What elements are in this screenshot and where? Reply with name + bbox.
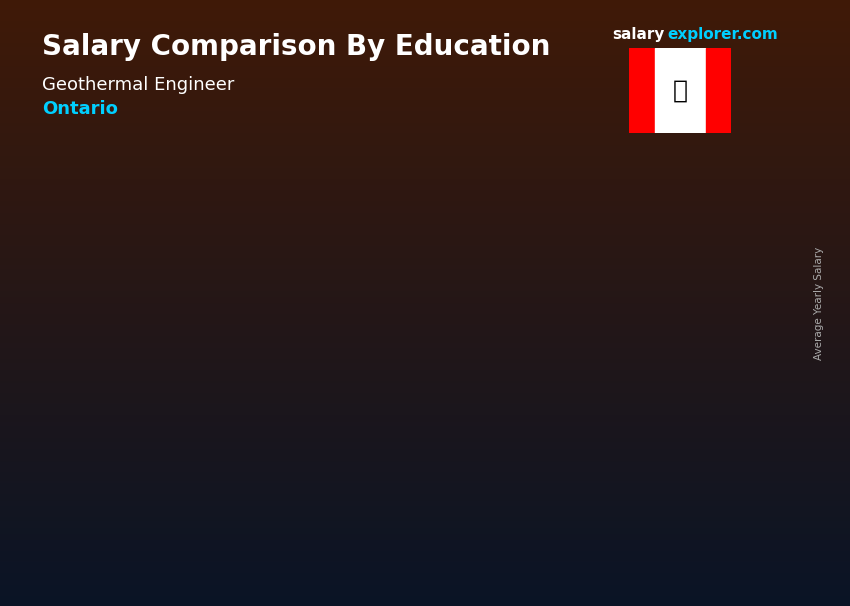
Bar xyxy=(226,369,299,497)
Text: 119,000 CAD: 119,000 CAD xyxy=(321,319,394,329)
Bar xyxy=(359,334,431,341)
Polygon shape xyxy=(706,48,731,133)
Bar xyxy=(564,249,572,497)
Text: 215,000 CAD: 215,000 CAD xyxy=(586,188,659,198)
Bar xyxy=(226,369,299,374)
Bar xyxy=(299,369,308,497)
Bar xyxy=(695,202,705,497)
Text: High
School: High School xyxy=(105,522,156,550)
Bar xyxy=(623,202,695,497)
Bar xyxy=(623,202,695,214)
Text: +19%: +19% xyxy=(562,151,611,165)
Text: salary: salary xyxy=(612,27,665,42)
Text: 78,500 CAD: 78,500 CAD xyxy=(60,375,127,385)
Text: Ontario: Ontario xyxy=(42,100,118,118)
Text: explorer.com: explorer.com xyxy=(667,27,778,42)
Text: Certificate
or Diploma: Certificate or Diploma xyxy=(221,522,303,550)
Bar xyxy=(490,249,564,259)
Text: Salary Comparison By Education: Salary Comparison By Education xyxy=(42,33,551,61)
Bar xyxy=(359,334,431,497)
Text: 93,300 CAD: 93,300 CAD xyxy=(193,355,258,364)
Text: +53%: +53% xyxy=(429,185,479,200)
Polygon shape xyxy=(654,48,706,133)
Text: Bachelor's
Degree: Bachelor's Degree xyxy=(356,522,434,550)
Text: 181,000 CAD: 181,000 CAD xyxy=(454,234,526,244)
Text: Average Yearly Salary: Average Yearly Salary xyxy=(814,247,824,359)
Bar xyxy=(167,390,175,497)
Text: +19%: +19% xyxy=(165,318,214,333)
Bar xyxy=(94,390,167,394)
Text: Geothermal Engineer: Geothermal Engineer xyxy=(42,76,235,94)
Text: 🍁: 🍁 xyxy=(672,79,688,103)
Bar xyxy=(490,249,564,497)
Polygon shape xyxy=(629,48,654,133)
Text: PhD: PhD xyxy=(644,522,674,535)
Bar xyxy=(94,390,167,497)
Bar xyxy=(431,334,439,497)
Text: +27%: +27% xyxy=(298,276,347,291)
Text: Master's
Degree: Master's Degree xyxy=(495,522,559,550)
